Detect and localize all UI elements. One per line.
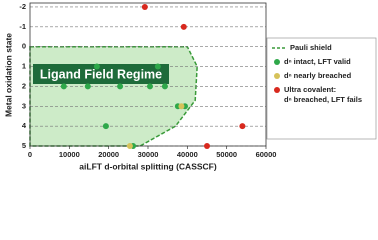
point	[141, 3, 148, 10]
y-tick-label: 3	[22, 101, 26, 110]
y-tick-label: -1	[19, 22, 26, 31]
point	[102, 123, 109, 130]
y-axis-label: Metal oxidation state	[3, 33, 13, 117]
point	[93, 63, 100, 70]
y-tick-label: -2	[19, 2, 26, 11]
x-tick-label: 0	[28, 150, 32, 159]
regime-label: Ligand Field Regime	[40, 67, 162, 81]
x-tick-label: 10000	[59, 150, 80, 159]
point	[204, 143, 210, 149]
point	[60, 83, 67, 90]
legend-label: Pauli shield	[290, 43, 332, 52]
y-tick-label: 5	[22, 141, 26, 150]
legend-note: dⁿ breached, LFT fails	[284, 95, 362, 104]
x-tick-label: 30000	[138, 150, 159, 159]
legend-swatch	[274, 87, 280, 93]
point	[126, 143, 133, 149]
x-tick-label: 40000	[177, 150, 198, 159]
chart: Metal oxidation state aiLFT d-orbital sp…	[3, 2, 377, 171]
legend-box	[266, 37, 377, 140]
point	[180, 23, 187, 30]
legend-swatch	[274, 73, 280, 79]
page: {"chart_data": {"type": "scatter", "x_la…	[3, 1, 377, 172]
x-tick-label: 50000	[216, 150, 237, 159]
pauli-shield	[29, 45, 198, 147]
point	[117, 83, 124, 90]
point	[84, 83, 91, 90]
plot-frame	[29, 2, 267, 147]
legend-swatch	[274, 59, 280, 65]
x-tick-label: 60000	[256, 150, 277, 159]
regime-box	[33, 64, 169, 84]
legend-label: dⁿ intact, LFT valid	[284, 57, 351, 66]
legend-label: Ultra covalent:	[284, 85, 336, 94]
point	[154, 63, 161, 70]
y-tick-label: 2	[22, 81, 26, 90]
y-tick-label: 4	[22, 121, 27, 130]
point	[146, 83, 153, 90]
y-tick-label: 1	[22, 62, 26, 71]
y-tick-label: 0	[22, 42, 26, 51]
legend-label: dⁿ nearly breached	[284, 71, 352, 80]
x-tick-label: 20000	[98, 150, 119, 159]
point	[178, 103, 185, 110]
x-axis-label: aiLFT d-orbital splitting (CASSCF)	[79, 161, 217, 171]
point	[239, 123, 246, 130]
point	[161, 83, 168, 90]
